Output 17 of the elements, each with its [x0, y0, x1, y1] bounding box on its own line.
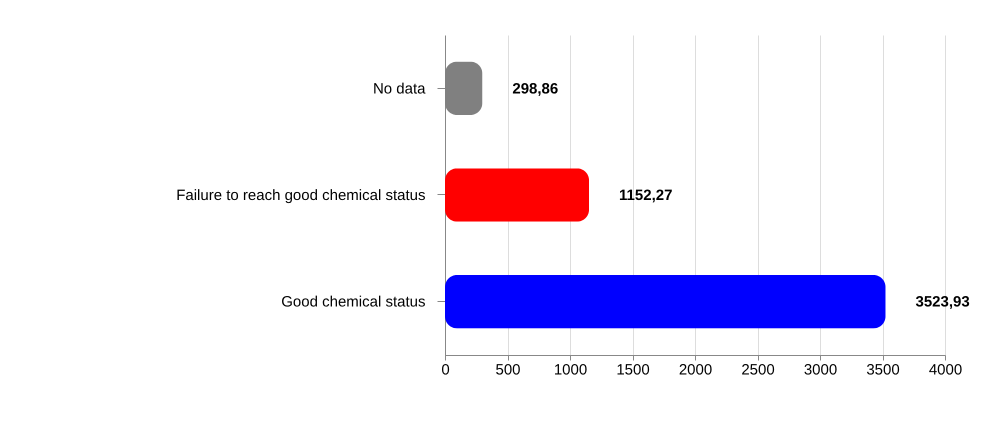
y-tick-label: Good chemical status [281, 294, 426, 311]
data-label: 298,86 [512, 80, 558, 98]
y-tick-label: No data [372, 80, 426, 98]
data-label: 3523,93 [915, 294, 970, 311]
x-tick-label: 1500 [616, 362, 650, 378]
x-tick-label: 0 [441, 362, 450, 378]
y-tick-label: Failure to reach good chemical status [176, 187, 426, 204]
x-tick-label: 2000 [678, 362, 712, 378]
x-tick-label: 3500 [866, 362, 900, 378]
x-tick-label: 4000 [928, 362, 962, 378]
x-tick-label: 2500 [741, 362, 775, 378]
x-tick-label: 1000 [554, 362, 588, 378]
x-tick-label: 3000 [804, 362, 838, 378]
x-tick-label: 500 [495, 362, 521, 378]
bar [445, 168, 590, 222]
bar [445, 275, 886, 328]
data-label: 1152,27 [619, 187, 672, 204]
